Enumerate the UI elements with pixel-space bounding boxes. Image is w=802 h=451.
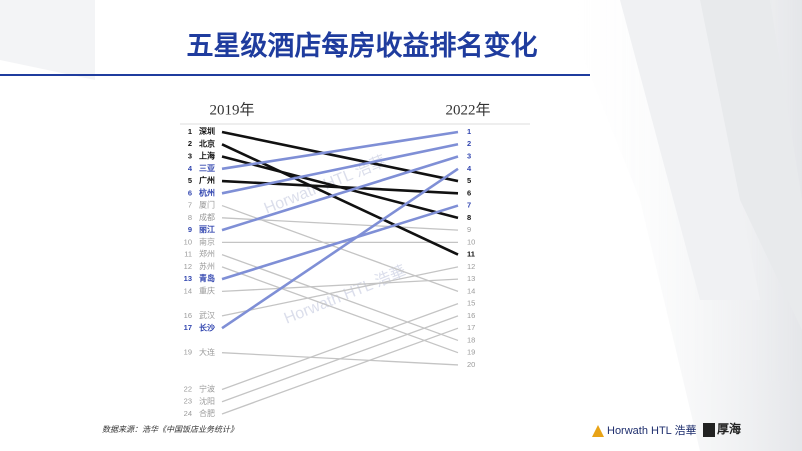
city-name: 深圳 (199, 126, 215, 136)
city-name: 成都 (199, 212, 215, 222)
slope-line (221, 278, 459, 293)
city-name: 南京 (199, 236, 215, 246)
logo-text: 厚海 (717, 421, 741, 436)
left-rank: 6 (188, 188, 192, 197)
city-name: 丽江 (199, 224, 215, 234)
right-rank: 7 (467, 201, 471, 210)
right-rank: 9 (467, 225, 471, 234)
city-name: 大连 (199, 347, 215, 357)
left-rank: 11 (184, 250, 192, 259)
slope-line (221, 179, 459, 195)
left-rank: 3 (188, 152, 192, 161)
right-rank: 16 (467, 311, 475, 320)
right-rank: 10 (467, 237, 475, 246)
right-rank: 3 (467, 152, 471, 161)
left-rank: 23 (184, 397, 192, 406)
city-name: 重庆 (199, 286, 215, 296)
slope-line (221, 266, 459, 317)
right-rank: 15 (467, 299, 475, 308)
right-rank: 12 (467, 262, 475, 271)
city-name: 武汉 (199, 310, 215, 320)
right-rank: 8 (467, 213, 471, 222)
left-rank: 4 (188, 164, 193, 173)
city-name: 宁波 (199, 384, 215, 394)
right-rank: 2 (467, 139, 471, 148)
slope-line (221, 155, 459, 232)
slope-line (221, 253, 459, 342)
city-name: 北京 (199, 138, 215, 148)
slope-line (221, 315, 459, 403)
left-rank: 1 (188, 127, 192, 136)
city-name: 广州 (199, 175, 215, 185)
slope-line (221, 142, 459, 195)
left-rank: 8 (188, 213, 192, 222)
left-rank: 10 (184, 237, 192, 246)
city-name: 合肥 (199, 408, 215, 418)
city-name: 郑州 (199, 249, 215, 259)
logo-text: Horwath HTL 浩華 (607, 424, 696, 437)
left-rank: 12 (184, 262, 192, 271)
city-name: 杭州 (199, 187, 215, 197)
source-note: 数据来源：浩华《中国饭店业务统计》 (102, 425, 238, 434)
left-rank: 19 (184, 348, 192, 357)
right-rank: 4 (467, 164, 472, 173)
slope-line (221, 130, 459, 183)
slope-line (221, 303, 459, 391)
slope-line (221, 204, 459, 281)
city-name: 上海 (199, 151, 215, 161)
left-rank: 2 (188, 139, 192, 148)
left-column-label: 2019年 (209, 101, 254, 118)
left-rank: 13 (184, 274, 192, 283)
right-rank: 19 (467, 348, 475, 357)
logo-mark (592, 425, 604, 437)
right-rank: 6 (467, 188, 471, 197)
left-rank: 16 (184, 311, 192, 320)
chart-title: 五星级酒店每房收益排名变化 (187, 30, 538, 61)
right-column-label: 2022年 (445, 101, 490, 118)
slope-line (221, 327, 459, 415)
right-rank: 11 (467, 250, 475, 259)
slope-line (221, 266, 459, 354)
city-name: 苏州 (199, 261, 215, 271)
left-rank: 14 (184, 286, 192, 295)
city-name: 三亚 (199, 164, 215, 173)
city-name: 长沙 (199, 322, 215, 332)
city-name: 厦门 (199, 200, 215, 210)
left-rank: 17 (184, 323, 192, 332)
right-rank: 20 (467, 360, 475, 369)
right-rank: 14 (467, 286, 475, 295)
left-rank: 22 (184, 384, 192, 393)
right-rank: 5 (467, 176, 471, 185)
right-rank: 17 (467, 323, 475, 332)
slope-line (221, 217, 459, 231)
right-rank: 13 (467, 274, 475, 283)
slope-line (221, 167, 459, 330)
logo-icon (703, 423, 715, 437)
right-rank: 18 (467, 335, 475, 344)
left-rank: 7 (188, 201, 192, 210)
left-rank: 5 (188, 176, 192, 185)
left-rank: 9 (188, 225, 192, 234)
slope-line (221, 130, 459, 171)
city-name: 青岛 (199, 273, 215, 283)
right-rank: 1 (467, 127, 471, 136)
city-name: 沈阳 (199, 396, 215, 406)
left-rank: 24 (184, 409, 192, 418)
